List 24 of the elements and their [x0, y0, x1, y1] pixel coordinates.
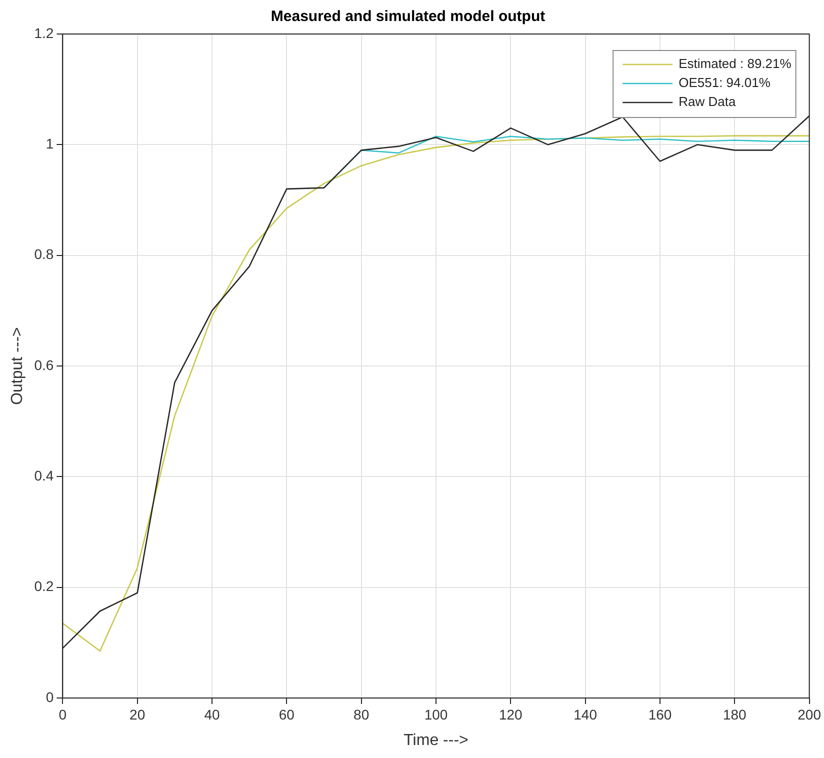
x-tick-label: 120 [498, 706, 523, 722]
y-tick-label: 1.2 [34, 24, 54, 41]
x-tick-label: 180 [722, 706, 747, 722]
x-tick-label: 200 [798, 706, 822, 722]
y-tick-label: 0 [46, 688, 54, 705]
legend-label: Raw Data [678, 94, 736, 110]
chart-title: Measured and simulated model output [270, 8, 546, 26]
x-tick-label: 140 [574, 706, 598, 722]
x-tick-label: 160 [648, 706, 672, 722]
y-tick-label: 1 [46, 136, 54, 152]
y-tick-label: 0.4 [34, 468, 54, 484]
y-axis-title: Output ---> [9, 327, 26, 405]
x-tick-label: 0 [58, 706, 67, 722]
x-tick-label: 40 [204, 706, 220, 722]
x-tick-label: 60 [278, 706, 295, 722]
x-tick-label: 20 [130, 706, 146, 722]
legend-label: OE551: 94.01% [678, 75, 771, 90]
x-tick-label: 100 [424, 706, 448, 722]
y-tick-label: 0.2 [34, 578, 54, 594]
y-tick-label: 0.8 [34, 246, 54, 262]
x-axis-title: Time ---> [404, 732, 468, 749]
y-tick-label: 0.6 [34, 356, 54, 373]
x-tick-label: 80 [354, 706, 370, 722]
legend-label: Estimated : 89.21% [678, 56, 792, 72]
